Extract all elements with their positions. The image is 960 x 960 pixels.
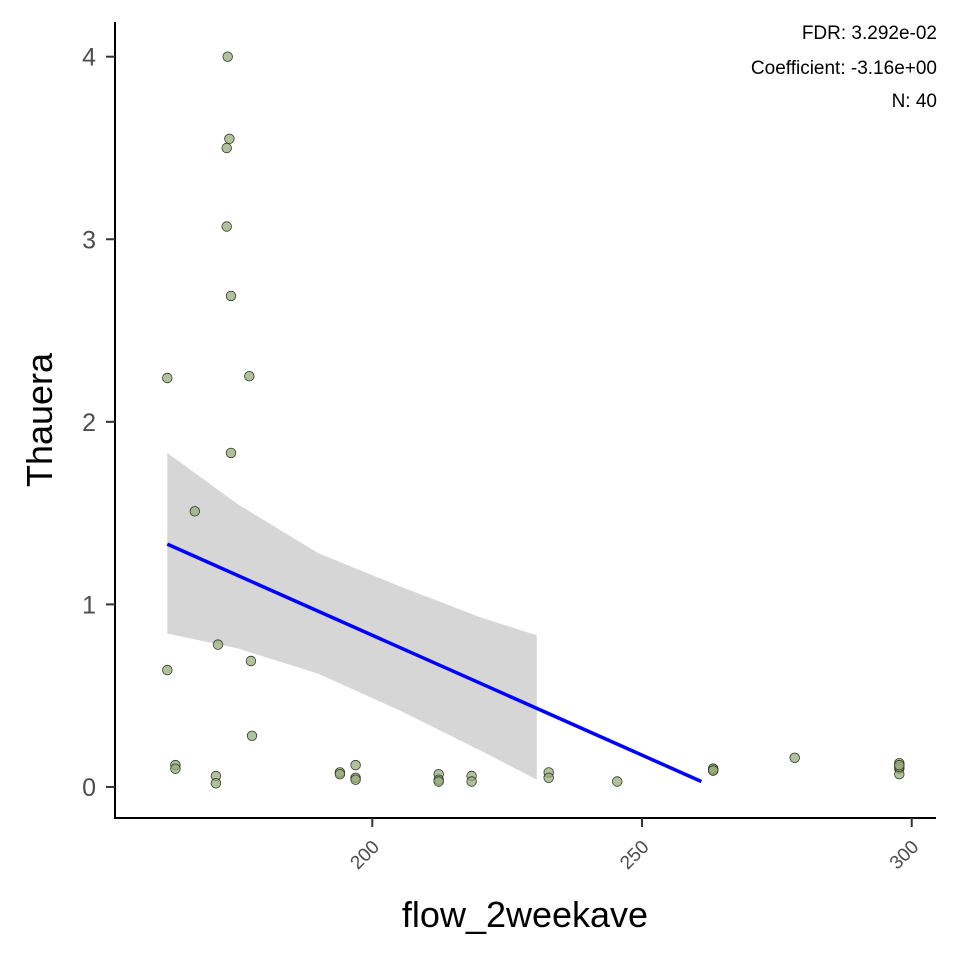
n-annotation: N: 40 (892, 91, 937, 112)
coefficient-annotation: Coefficient: -3.16e+00 (751, 58, 937, 79)
data-point (789, 752, 800, 764)
confidence-band-layer (167, 452, 537, 780)
data-point (466, 776, 477, 787)
data-point (212, 639, 224, 650)
y-tick-label: 4 (82, 44, 96, 72)
data-point (543, 772, 554, 784)
axes-layer (114, 22, 936, 819)
data-point (225, 290, 237, 302)
data-point (221, 221, 232, 232)
stats-annotation: FDR: 3.292e-02 Coefficient: -3.16e+00 N:… (751, 23, 937, 112)
fdr-annotation: FDR: 3.292e-02 (802, 23, 937, 44)
y-axis-title: Thauera (19, 352, 60, 487)
data-point (189, 506, 201, 517)
y-tick-label: 2 (82, 409, 96, 437)
x-tick-label: 250 (616, 837, 653, 874)
y-tick-label: 1 (82, 591, 96, 619)
data-point (708, 765, 719, 776)
data-point (221, 142, 232, 154)
data-point (612, 776, 623, 787)
data-point (170, 763, 181, 774)
data-point (224, 133, 235, 145)
data-point (245, 655, 257, 667)
confidence-band (167, 452, 537, 780)
data-point (246, 730, 258, 742)
data-point (334, 769, 346, 780)
data-point (433, 776, 444, 787)
data-point (210, 778, 222, 789)
data-point (894, 759, 905, 771)
data-point (222, 51, 233, 62)
data-point (162, 664, 173, 676)
data-point (350, 774, 361, 785)
data-point (162, 372, 173, 384)
fit-line-layer (166, 542, 703, 784)
x-tick-label: 300 (886, 837, 923, 874)
data-points-layer (162, 51, 905, 789)
data-point (225, 447, 237, 459)
data-point (244, 371, 255, 382)
x-tick-label: 200 (347, 837, 384, 874)
x-axis-title: flow_2weekave (402, 894, 648, 935)
data-point (350, 759, 361, 771)
regression-line (166, 542, 703, 784)
y-tick-label: 3 (82, 226, 96, 254)
y-tick-label: 0 (82, 774, 96, 802)
